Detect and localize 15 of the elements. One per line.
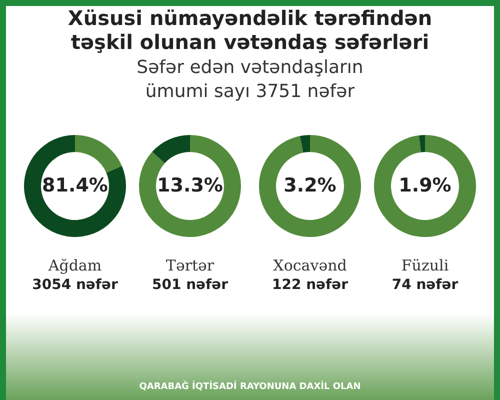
text: Xüsusi nümayəndəlik tərəfindən təşkil olunan vətəndaş səfərləri — [66, 6, 434, 54]
text: Səfər edən vətəndaşların ümumi sayı 3751 nəfər — [136, 56, 364, 104]
text: 81.4% — [42, 174, 108, 196]
text: 122 nəfər — [272, 277, 348, 293]
text: 1.9% — [398, 174, 452, 196]
text: Ağdam — [47, 256, 102, 274]
text: 3.2% — [284, 174, 336, 196]
text: 74 nəfər — [392, 277, 458, 293]
text: 13.3% — [157, 174, 223, 196]
text: Tərtər — [166, 256, 215, 274]
text: Füzuli — [401, 256, 449, 274]
text: Xocavənd — [273, 256, 348, 274]
text: 3054 nəfər — [32, 277, 118, 293]
text: QARABAĞ İQTİSADİ RAYONUNA DAXİL OLAN — [138, 382, 362, 392]
text: 501 nəfər — [152, 277, 228, 293]
